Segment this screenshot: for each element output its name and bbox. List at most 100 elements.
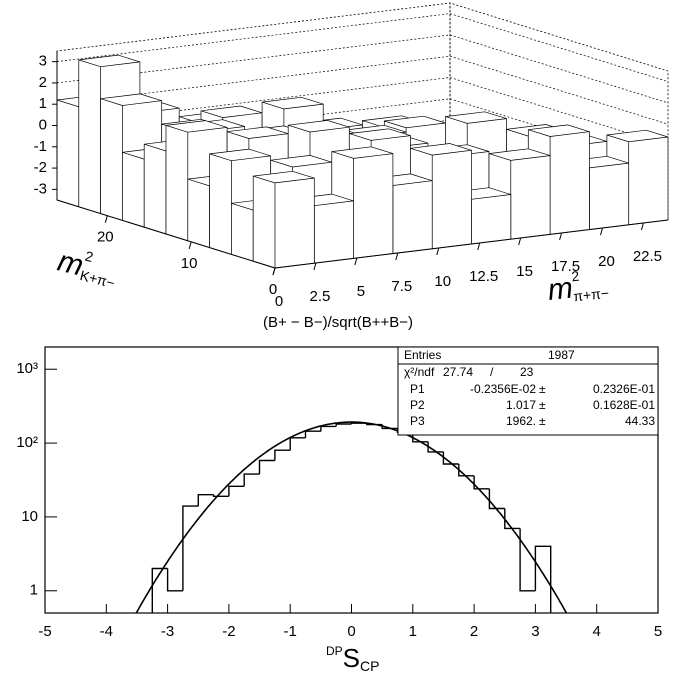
x-tick-label: 4 bbox=[593, 623, 601, 640]
z-tick-label: 0 bbox=[39, 116, 47, 133]
x-tick bbox=[313, 262, 317, 271]
histogram-bin bbox=[473, 475, 490, 490]
stats-value: 1.017 bbox=[506, 398, 536, 412]
z-tick-label: -1 bbox=[34, 138, 47, 155]
x-tick-label: 2 bbox=[470, 623, 478, 640]
y-tick bbox=[104, 215, 108, 223]
histogram-bin bbox=[335, 423, 352, 427]
x-tick-label: 7.5 bbox=[391, 278, 412, 295]
stats-value: 1987 bbox=[548, 348, 575, 362]
label-index: π+π− bbox=[573, 284, 610, 304]
x-tick-label: 1 bbox=[409, 623, 417, 640]
axis-label: m2K+π− bbox=[54, 241, 121, 291]
histogram-bin bbox=[274, 449, 291, 461]
histogram-bin bbox=[442, 451, 459, 465]
x-tick-label: 3 bbox=[531, 623, 539, 640]
histogram-bin bbox=[504, 508, 521, 530]
x-tick bbox=[354, 257, 358, 266]
histogram-bin bbox=[488, 488, 505, 510]
x-tick-label: -2 bbox=[222, 623, 235, 640]
label-power: 2 bbox=[84, 247, 96, 264]
x-tick-label: -5 bbox=[38, 623, 51, 640]
x-tick-label: 0 bbox=[347, 623, 355, 640]
y-tick bbox=[188, 241, 192, 249]
histogram-bin bbox=[258, 459, 275, 475]
x-tick bbox=[272, 267, 276, 276]
stats-label: χ²/ndf bbox=[404, 365, 435, 379]
histogram-bin bbox=[304, 430, 321, 438]
y-tick-label: 0 bbox=[269, 281, 277, 298]
histogram-bin bbox=[519, 528, 536, 592]
stats-frame bbox=[397, 346, 659, 436]
grid-line bbox=[56, 77, 669, 146]
histogram-bin bbox=[182, 505, 199, 591]
x-tick-label: 15 bbox=[516, 263, 533, 280]
grid-line bbox=[56, 13, 669, 82]
y-tick-label: 10³ bbox=[16, 360, 38, 377]
x-tick-label: 12.5 bbox=[469, 268, 498, 285]
stats-sign: ± bbox=[539, 382, 546, 396]
z-tick-label: 1 bbox=[39, 95, 47, 112]
z-tick-label: 3 bbox=[39, 53, 47, 70]
histogram-bin bbox=[197, 494, 214, 507]
y-tick-label: 10 bbox=[181, 255, 198, 272]
label-pre: DP bbox=[326, 644, 343, 658]
x-tick bbox=[395, 252, 399, 261]
stats-error: 0.1628E-01 bbox=[593, 398, 655, 412]
histogram-bin bbox=[151, 567, 168, 613]
axis-label: m2π+π− bbox=[546, 264, 610, 306]
chart-title: (B+ − B−)/sqrt(B++B−) bbox=[263, 314, 413, 331]
x-tick-label: -4 bbox=[100, 623, 113, 640]
histogram-bin bbox=[166, 568, 183, 592]
stats-label: P1 bbox=[410, 382, 425, 396]
x-axis-label: DPSCP bbox=[326, 643, 379, 674]
histogram-bin bbox=[534, 545, 552, 613]
stats-error: 44.33 bbox=[625, 414, 655, 428]
x-tick bbox=[477, 242, 481, 251]
histogram-bin bbox=[228, 485, 245, 497]
stats-value: 23 bbox=[520, 365, 534, 379]
x-tick-label: 22.5 bbox=[633, 248, 662, 265]
label-main: S bbox=[343, 643, 360, 673]
x-tick-label: 2.5 bbox=[310, 288, 331, 305]
label-index: K+π− bbox=[79, 267, 117, 291]
x-tick bbox=[518, 237, 522, 246]
histogram-bin bbox=[458, 464, 475, 477]
histogram-bin bbox=[320, 425, 337, 432]
label-power: 2 bbox=[571, 267, 581, 284]
stats-value: / bbox=[490, 365, 494, 379]
stats-sign: ± bbox=[539, 398, 546, 412]
x-tick-label: 20 bbox=[598, 253, 615, 270]
stats-label: P2 bbox=[410, 398, 425, 412]
x-tick-label: -3 bbox=[161, 623, 174, 640]
x-tick bbox=[640, 222, 644, 231]
z-tick-label: -3 bbox=[34, 180, 47, 197]
label-sub: CP bbox=[360, 658, 379, 674]
fit-curve bbox=[135, 421, 568, 613]
histogram-bin bbox=[212, 494, 229, 497]
grid-line bbox=[56, 55, 669, 125]
stats-value: 27.74 bbox=[443, 365, 473, 379]
x-tick-label: 5 bbox=[357, 283, 365, 300]
y-axis bbox=[56, 199, 276, 269]
y-tick-label: 10² bbox=[16, 434, 38, 451]
x-tick-label: 17.5 bbox=[551, 258, 580, 275]
y-tick-label: 20 bbox=[97, 229, 114, 246]
stats-error: 0.2326E-01 bbox=[593, 382, 655, 396]
stats-label: Entries bbox=[404, 348, 441, 362]
x-tick bbox=[436, 247, 440, 256]
stats-label: P3 bbox=[410, 414, 425, 428]
y-tick-label: 1 bbox=[30, 582, 38, 599]
stats-sign: ± bbox=[539, 414, 546, 428]
y-tick-label: 10 bbox=[21, 508, 38, 525]
z-tick-label: -2 bbox=[34, 159, 47, 176]
z-tick-label: 2 bbox=[39, 74, 47, 91]
x-tick-label: 5 bbox=[654, 623, 662, 640]
x-tick bbox=[559, 232, 563, 241]
x-tick bbox=[600, 227, 603, 236]
stats-value: 1962. bbox=[506, 414, 536, 428]
histogram-bin bbox=[289, 437, 306, 451]
histogram-bin bbox=[243, 473, 260, 487]
